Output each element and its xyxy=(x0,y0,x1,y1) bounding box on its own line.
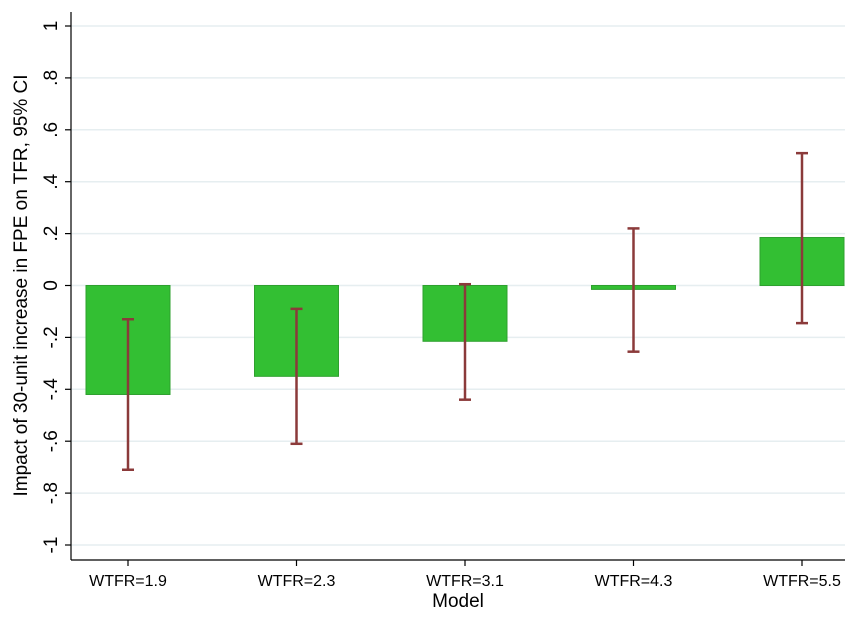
error-bar xyxy=(459,282,471,401)
x-tick-label: WTFR=1.9 xyxy=(89,573,167,590)
y-tick-label: .6 xyxy=(41,122,62,138)
y-tick-label: .4 xyxy=(41,173,62,189)
y-tick-label: .2 xyxy=(41,226,62,242)
y-ticks: -1 -.8 -.6 -.4 -.2 0 .2 .4 .6 .8 1 xyxy=(41,21,71,554)
y-tick-label: -.4 xyxy=(41,378,62,401)
x-tick-label: WTFR=3.1 xyxy=(426,573,504,590)
x-tick-label: WTFR=4.3 xyxy=(595,573,673,590)
y-tick-label: 0 xyxy=(41,280,62,291)
y-tick-label: 1 xyxy=(41,21,62,32)
x-ticks: WTFR=1.9 WTFR=2.3 WTFR=3.1 WTFR=4.3 WTFR=5.5 xyxy=(89,560,841,590)
y-tick-label: -1 xyxy=(41,537,62,554)
error-bars xyxy=(122,151,808,471)
error-bar xyxy=(122,317,134,471)
error-bar xyxy=(627,227,640,353)
y-tick-label: -.2 xyxy=(41,326,62,348)
y-axis-title: Impact of 30-unit increase in FPE on TFR… xyxy=(11,74,32,496)
x-tick-label: WTFR=2.3 xyxy=(258,573,336,590)
y-tick-label: -.6 xyxy=(41,430,62,452)
x-axis-title: Model xyxy=(432,591,484,612)
x-tick-label: WTFR=5.5 xyxy=(763,573,841,590)
error-bar xyxy=(290,307,303,446)
y-tick-label: -.8 xyxy=(41,482,62,504)
error-bar xyxy=(796,151,808,325)
y-tick-label: .8 xyxy=(41,70,62,86)
